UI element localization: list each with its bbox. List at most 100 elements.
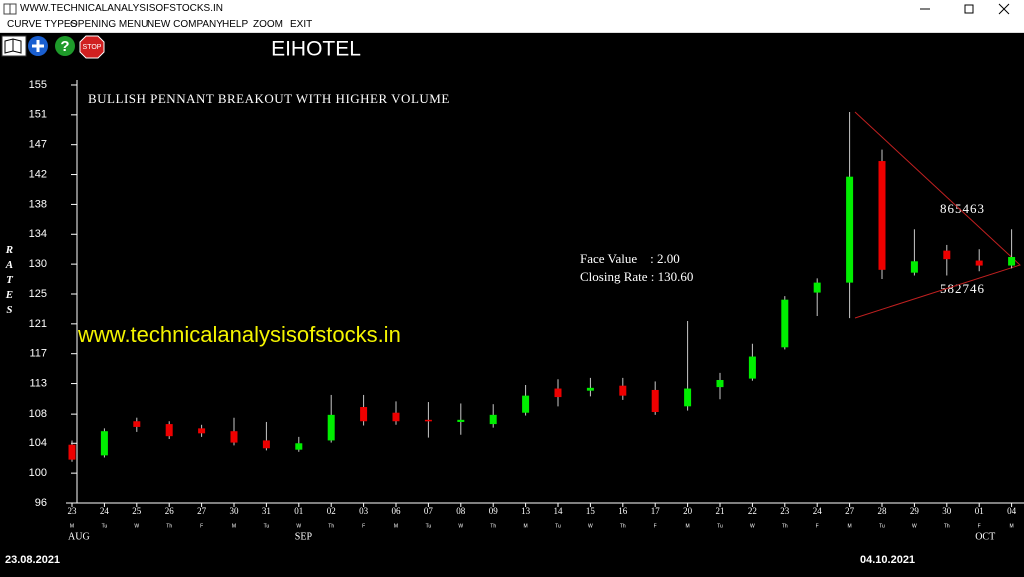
- end-date: 04.10.2021: [860, 554, 915, 566]
- candle-body: [586, 387, 594, 391]
- weekday-label: W: [912, 523, 917, 529]
- x-tick-label: 09: [489, 506, 499, 516]
- y-tick-label: 130: [29, 258, 47, 270]
- weekday-label: Th: [490, 523, 496, 529]
- pennant-lines: [854, 111, 1021, 319]
- volume-high: 865463: [940, 201, 985, 216]
- menu-bar: CURVE TYPES OPENING MENU NEW COMPANY HELP ZO…: [0, 17, 1024, 33]
- candle-body: [910, 261, 918, 273]
- weekday-label: Th: [944, 523, 950, 529]
- x-tick-label: 30: [230, 506, 240, 516]
- menu-item[interactable]: OPENING MENU: [70, 19, 149, 30]
- x-tick-label: 28: [878, 506, 888, 516]
- menu-item[interactable]: EXIT: [290, 19, 313, 30]
- candle-body: [522, 395, 530, 413]
- face-value: Face Value : 2.00: [580, 251, 680, 266]
- y-axis-label: RATES: [3, 244, 15, 319]
- help-icon[interactable]: [55, 36, 75, 56]
- month-label: AUG: [68, 531, 90, 542]
- svg-text:?: ?: [60, 38, 69, 55]
- x-tick-label: 20: [683, 506, 693, 516]
- weekday-label: W: [134, 523, 139, 529]
- x-tick-label: 02: [327, 506, 336, 516]
- weekday-label: M: [232, 523, 236, 529]
- y-tick-label: 117: [29, 348, 47, 360]
- weekday-label: M: [1010, 523, 1014, 529]
- candle-body: [327, 414, 335, 441]
- x-tick-label: 22: [748, 506, 757, 516]
- y-tick-label: 125: [29, 288, 47, 300]
- stop-icon[interactable]: [79, 35, 105, 59]
- weekday-label: Tu: [717, 523, 723, 529]
- weekday-label: Th: [620, 523, 626, 529]
- x-tick-label: 07: [424, 506, 434, 516]
- close[interactable]: [998, 3, 1010, 15]
- x-tick-label: 04: [1007, 506, 1017, 516]
- candle-body: [424, 419, 432, 422]
- weekday-label: F: [816, 523, 819, 529]
- candle-body: [619, 385, 627, 396]
- x-tick-label: 15: [586, 506, 596, 516]
- weekday-label: F: [654, 523, 657, 529]
- candle-body: [878, 161, 886, 270]
- x-tick-label: 27: [197, 506, 207, 516]
- weekday-label: Th: [782, 523, 788, 529]
- candle-body: [975, 260, 983, 266]
- weekday-label: W: [458, 523, 463, 529]
- y-tick-label: 108: [29, 408, 47, 420]
- menu-item[interactable]: NEW COMPANY: [147, 19, 223, 30]
- candle-body: [165, 424, 173, 437]
- weekday-label: F: [362, 523, 365, 529]
- weekday-label: Tu: [426, 523, 432, 529]
- candle-body: [230, 431, 238, 443]
- title-bar: WWW.TECHNICALANALYSISOFSTOCKS.IN: [0, 0, 1024, 17]
- candle-body: [295, 443, 303, 450]
- y-tick-label: 147: [29, 139, 47, 151]
- candle-body: [392, 412, 400, 422]
- x-tick-label: 13: [521, 506, 531, 516]
- start-date: 23.08.2021: [5, 554, 60, 566]
- weekday-label: M: [686, 523, 690, 529]
- x-tick-label: 31: [262, 506, 271, 516]
- x-tick-label: 01: [294, 506, 303, 516]
- menu-item[interactable]: HELP: [222, 19, 249, 30]
- y-tick-label: 121: [29, 318, 47, 330]
- y-tick-label: 138: [29, 198, 47, 210]
- candle-body: [846, 176, 854, 283]
- x-tick-label: 03: [359, 506, 369, 516]
- menu-item[interactable]: CURVE TYPES: [7, 19, 78, 30]
- candle-body: [457, 419, 465, 422]
- candle-body: [813, 282, 821, 293]
- y-tick-label: 142: [29, 168, 47, 180]
- candle-body: [133, 421, 141, 427]
- weekday-label: Tu: [264, 523, 270, 529]
- window-title: WWW.TECHNICALANALYSISOFSTOCKS.IN: [20, 3, 223, 14]
- x-tick-label: 21: [716, 506, 725, 516]
- weekday-label: Tu: [555, 523, 561, 529]
- candle-body: [716, 380, 724, 388]
- x-tick-label: 27: [845, 506, 855, 516]
- y-tick-label: 134: [29, 228, 47, 240]
- weekday-label: F: [978, 523, 981, 529]
- menu-item[interactable]: ZOOM: [253, 19, 283, 30]
- toolbar: ? STOP: [1, 35, 105, 59]
- app-icon: [3, 3, 17, 15]
- closing-rate: Closing Rate : 130.60: [580, 269, 693, 284]
- y-tick-label: 96: [35, 497, 47, 509]
- x-tick-label: 16: [618, 506, 628, 516]
- candle-body: [360, 407, 368, 422]
- weekday-label: Th: [328, 523, 334, 529]
- candle-body: [489, 414, 497, 425]
- x-tick-label: 26: [165, 506, 175, 516]
- weekday-label: M: [848, 523, 852, 529]
- candle-body: [262, 440, 270, 449]
- candle-body: [1008, 257, 1016, 266]
- candle-body: [651, 389, 659, 413]
- candle-body: [943, 250, 951, 260]
- svg-text:STOP: STOP: [83, 44, 102, 51]
- candle-body: [198, 428, 206, 434]
- x-tick-label: 24: [813, 506, 823, 516]
- weekday-label: W: [296, 523, 301, 529]
- candle-body: [554, 388, 562, 398]
- maximize[interactable]: [964, 4, 974, 14]
